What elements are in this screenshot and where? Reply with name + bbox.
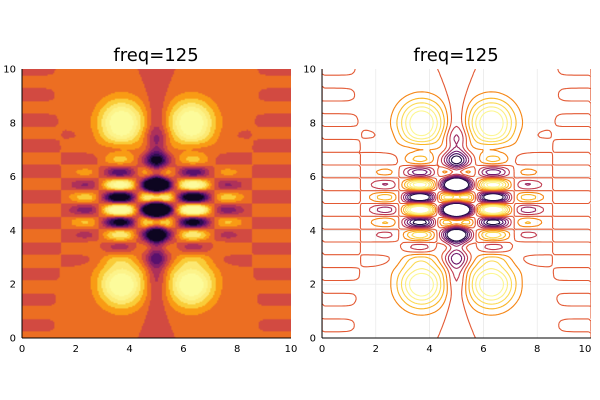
contour-line: [368, 125, 545, 282]
heatmap-y-tick: 10: [3, 65, 16, 76]
contour-y-tick: 4: [310, 226, 316, 237]
contour-x-tick: 4: [426, 344, 432, 355]
heatmap-plot-area: [22, 69, 291, 338]
contour-y-tick: 10: [303, 65, 316, 76]
heatmap-y-tick: 6: [10, 172, 16, 183]
contour-x-tick: 2: [373, 344, 379, 355]
heatmap-x-ticks: 0 2 4 6 8 10: [19, 344, 298, 355]
heatmap-y-ticks: 0 2 4 6 8 10: [3, 65, 16, 345]
contour-x-tick: 10: [579, 344, 592, 355]
contour-line: [408, 110, 505, 297]
contour-title: freq=125: [413, 45, 498, 66]
contour-x-tick: 8: [534, 344, 540, 355]
contour-line: [407, 153, 506, 243]
contour-line: [409, 155, 504, 242]
heatmap-title: freq=125: [113, 45, 198, 66]
contour-y-tick: 8: [310, 118, 316, 129]
contour-axes: [321, 69, 591, 339]
heatmap-panel: freq=125 0 2 4 6 8 10 0 2 4 6 8 10: [3, 45, 297, 355]
contour-x-tick: 0: [319, 344, 325, 355]
contour-line: [404, 106, 509, 301]
contour-line: [368, 91, 545, 316]
heatmap-y-tick: 2: [10, 280, 16, 291]
heatmap-x-tick: 2: [73, 344, 79, 355]
heatmap-y-tick: 0: [10, 334, 16, 345]
heatmap-y-tick: 4: [10, 226, 16, 237]
contour-y-ticks: 0 2 4 6 8 10: [303, 65, 316, 345]
heatmap-x-tick: 6: [180, 344, 186, 355]
contour-y-tick: 0: [310, 334, 316, 345]
contour-x-ticks: 0 2 4 6 8 10: [319, 344, 592, 355]
heatmap-x-tick: 10: [285, 344, 298, 355]
contour-y-tick: 2: [310, 280, 316, 291]
contour-line: [400, 102, 513, 305]
contour-y-tick: 6: [310, 172, 316, 183]
contour-line: [376, 97, 537, 310]
heatmap-image: [22, 69, 291, 338]
heatmap-x-tick: 0: [19, 344, 25, 355]
contour-x-tick: 6: [480, 344, 486, 355]
heatmap-y-tick: 8: [10, 118, 16, 129]
contour-panel: freq=125 0 2 4 6 8 10 0 2 4 6 8 10: [303, 45, 591, 355]
contour-line: [376, 134, 537, 270]
heatmap-axes: [21, 69, 291, 339]
heatmap-x-tick: 8: [234, 344, 240, 355]
heatmap-x-tick: 4: [126, 344, 132, 355]
contour-line: [405, 150, 508, 265]
contour-plot-area: [322, 69, 591, 338]
